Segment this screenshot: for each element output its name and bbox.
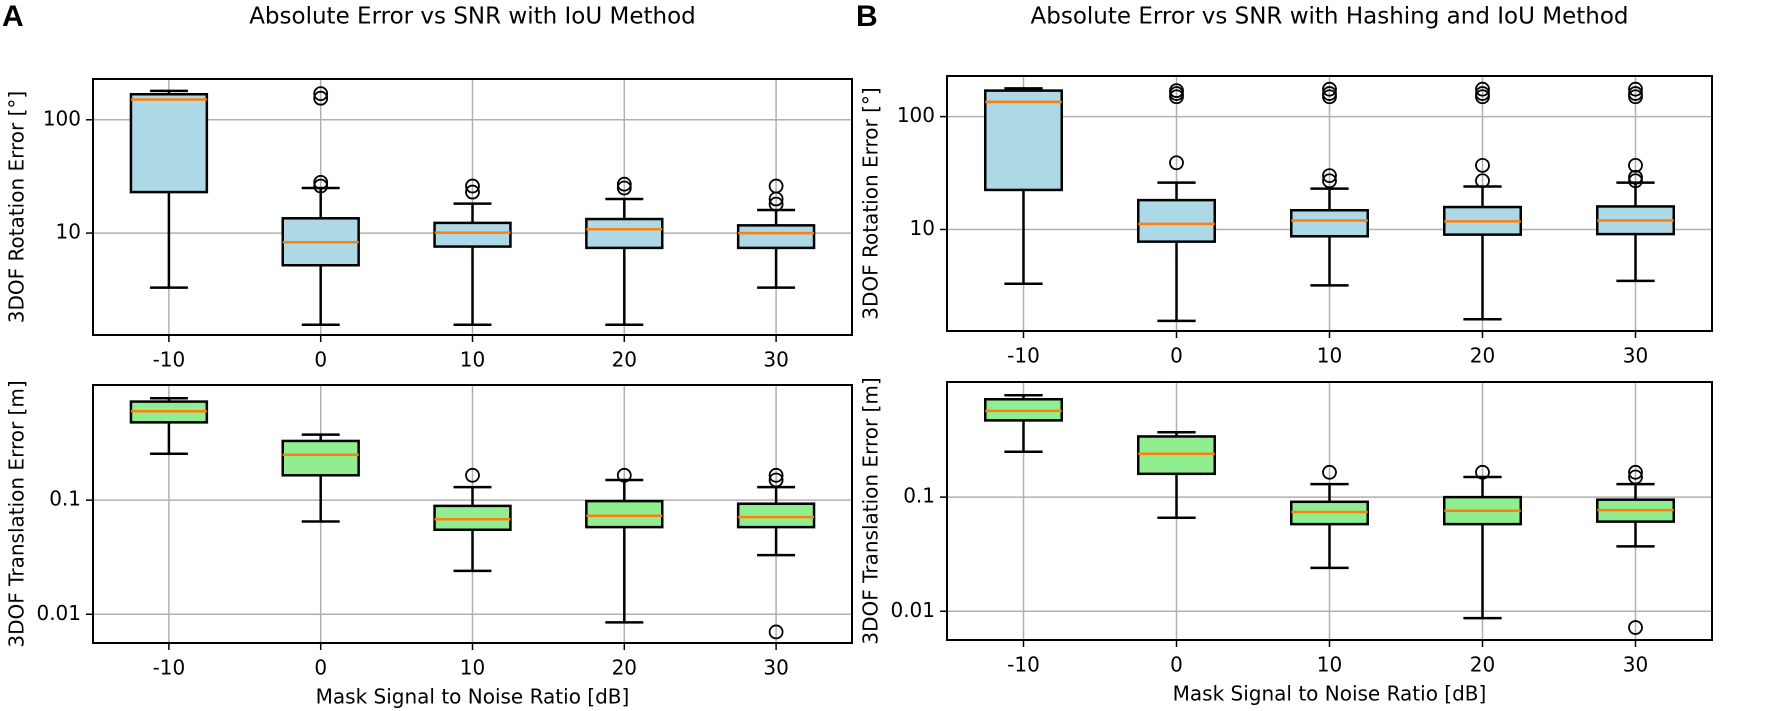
outlier	[313, 90, 329, 106]
y-tick-label: 10	[910, 216, 935, 240]
outlier	[1322, 81, 1337, 97]
x-tick-label: -10	[153, 348, 186, 372]
panel-label: B	[856, 0, 878, 33]
outlier	[465, 184, 480, 200]
chart-title: Absolute Error vs SNR with Hashing and I…	[1031, 4, 1629, 30]
outlier	[616, 180, 632, 196]
x-tick-label: 10	[460, 348, 485, 372]
y-tick-label: 0.01	[890, 598, 935, 622]
outlier	[616, 176, 632, 192]
x-tick-label: 20	[612, 348, 637, 372]
outlier	[768, 178, 784, 194]
outlier	[768, 472, 784, 488]
outlier	[313, 175, 329, 190]
x-tick-label: 30	[763, 348, 788, 372]
outlier	[1322, 168, 1337, 184]
outlier	[616, 467, 632, 483]
plot-frame	[946, 75, 1713, 332]
x-tick-label: 0	[314, 348, 327, 372]
outlier	[768, 624, 784, 640]
plot-frame	[92, 384, 853, 644]
outlier	[1628, 469, 1643, 485]
y-tick-label: 0.01	[36, 601, 81, 625]
outlier	[1628, 81, 1643, 97]
y-tick-label: 100	[43, 106, 81, 130]
outlier	[1322, 464, 1337, 480]
box	[281, 439, 360, 477]
chart-title: Absolute Error vs SNR with IoU Method	[249, 4, 696, 30]
y-axis-label: 3DOF Translation Error [m]	[859, 377, 883, 644]
outlier	[1475, 464, 1490, 480]
x-tick-label: 30	[1623, 344, 1648, 368]
x-tick-label: 0	[1170, 344, 1183, 368]
x-tick-label: -10	[1007, 653, 1040, 677]
outlier	[768, 467, 784, 483]
x-axis-label: Mask Signal to Noise Ratio [dB]	[1173, 682, 1487, 706]
box	[736, 502, 816, 529]
box	[585, 217, 664, 250]
outlier	[1475, 157, 1490, 173]
outlier	[1628, 157, 1643, 173]
box	[1137, 198, 1216, 243]
y-axis-label: 3DOF Rotation Error [°]	[5, 91, 29, 323]
y-tick-label: 10	[56, 220, 81, 244]
box	[736, 224, 816, 250]
box	[433, 504, 512, 532]
outlier	[1475, 86, 1490, 101]
outlier	[1628, 86, 1643, 101]
box	[1137, 435, 1216, 476]
x-tick-label: 20	[1470, 653, 1495, 677]
outlier	[768, 196, 784, 212]
x-tick-label: -10	[153, 656, 186, 680]
outlier	[1169, 83, 1184, 99]
outlier	[1322, 86, 1337, 101]
outlier	[465, 467, 480, 483]
plot-frame	[92, 78, 853, 336]
x-tick-label: 20	[1470, 344, 1495, 368]
x-tick-label: -10	[1007, 344, 1040, 368]
outlier	[313, 86, 329, 102]
x-tick-label: 0	[1170, 653, 1183, 677]
panel-label: A	[2, 0, 24, 33]
x-tick-label: 10	[1317, 344, 1342, 368]
outlier	[1322, 173, 1337, 189]
x-tick-label: 0	[314, 656, 327, 680]
outlier	[1628, 169, 1643, 185]
outlier	[1475, 173, 1490, 189]
box	[984, 89, 1063, 192]
box	[585, 499, 664, 529]
y-tick-label: 0.1	[49, 487, 81, 511]
outlier	[1475, 81, 1490, 97]
y-axis-label: 3DOF Rotation Error [°]	[859, 87, 883, 319]
y-tick-label: 0.1	[903, 484, 935, 508]
outlier	[1628, 620, 1643, 635]
x-tick-label: 10	[1317, 653, 1342, 677]
box	[1290, 209, 1369, 238]
x-tick-label: 30	[763, 656, 788, 680]
outlier	[1169, 155, 1184, 171]
y-tick-label: 100	[897, 103, 935, 127]
x-tick-label: 30	[1623, 653, 1648, 677]
outlier	[313, 178, 329, 194]
plot-frame	[946, 381, 1713, 641]
x-axis-label: Mask Signal to Noise Ratio [dB]	[316, 685, 630, 709]
outlier	[465, 178, 480, 194]
box	[433, 221, 512, 248]
y-axis-label: 3DOF Translation Error [m]	[5, 380, 29, 647]
outlier	[1628, 464, 1643, 480]
x-tick-label: 10	[460, 656, 485, 680]
x-tick-label: 20	[612, 656, 637, 680]
box	[129, 92, 209, 194]
